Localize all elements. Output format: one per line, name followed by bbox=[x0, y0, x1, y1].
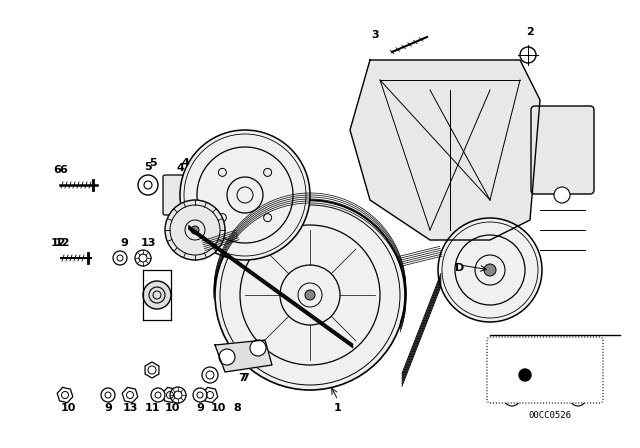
Circle shape bbox=[138, 175, 158, 195]
Text: 10: 10 bbox=[60, 403, 76, 413]
Circle shape bbox=[250, 340, 266, 356]
Circle shape bbox=[202, 367, 218, 383]
Circle shape bbox=[143, 281, 171, 309]
Circle shape bbox=[170, 387, 186, 403]
Circle shape bbox=[438, 218, 542, 322]
Circle shape bbox=[191, 226, 199, 234]
Text: 7: 7 bbox=[238, 373, 246, 383]
Circle shape bbox=[180, 130, 310, 260]
Text: 9: 9 bbox=[104, 403, 112, 413]
Text: 3: 3 bbox=[371, 30, 379, 40]
FancyBboxPatch shape bbox=[531, 106, 594, 194]
Circle shape bbox=[219, 349, 235, 365]
Circle shape bbox=[215, 200, 405, 390]
Text: 7: 7 bbox=[241, 373, 249, 383]
Text: 13: 13 bbox=[140, 238, 156, 248]
Circle shape bbox=[113, 251, 127, 265]
Text: 1: 1 bbox=[334, 403, 342, 413]
Text: 10: 10 bbox=[211, 403, 226, 413]
Text: 11: 11 bbox=[144, 403, 160, 413]
Text: 10: 10 bbox=[164, 403, 180, 413]
Text: 2: 2 bbox=[526, 27, 534, 37]
Text: 00CC0526: 00CC0526 bbox=[529, 410, 572, 419]
Text: 12: 12 bbox=[54, 238, 70, 248]
Text: 6: 6 bbox=[59, 165, 67, 175]
Circle shape bbox=[305, 290, 315, 300]
Text: 6: 6 bbox=[53, 165, 61, 175]
Text: 5: 5 bbox=[144, 162, 152, 172]
Circle shape bbox=[151, 388, 165, 402]
Circle shape bbox=[165, 200, 225, 260]
Text: 4: 4 bbox=[181, 158, 189, 168]
Text: 9: 9 bbox=[120, 238, 128, 248]
Text: 13: 13 bbox=[122, 403, 138, 413]
Circle shape bbox=[484, 264, 496, 276]
Polygon shape bbox=[350, 60, 540, 240]
Text: D: D bbox=[456, 263, 465, 273]
Text: 8: 8 bbox=[233, 403, 241, 413]
FancyBboxPatch shape bbox=[487, 337, 603, 403]
Text: 5: 5 bbox=[149, 158, 157, 168]
Polygon shape bbox=[215, 340, 272, 372]
Circle shape bbox=[520, 47, 536, 63]
Circle shape bbox=[135, 250, 151, 266]
Text: 4: 4 bbox=[176, 163, 184, 173]
Circle shape bbox=[554, 187, 570, 203]
Text: 12: 12 bbox=[51, 238, 66, 248]
Text: 9: 9 bbox=[196, 403, 204, 413]
FancyBboxPatch shape bbox=[163, 175, 187, 215]
Circle shape bbox=[193, 388, 207, 402]
Circle shape bbox=[101, 388, 115, 402]
Circle shape bbox=[519, 369, 531, 381]
